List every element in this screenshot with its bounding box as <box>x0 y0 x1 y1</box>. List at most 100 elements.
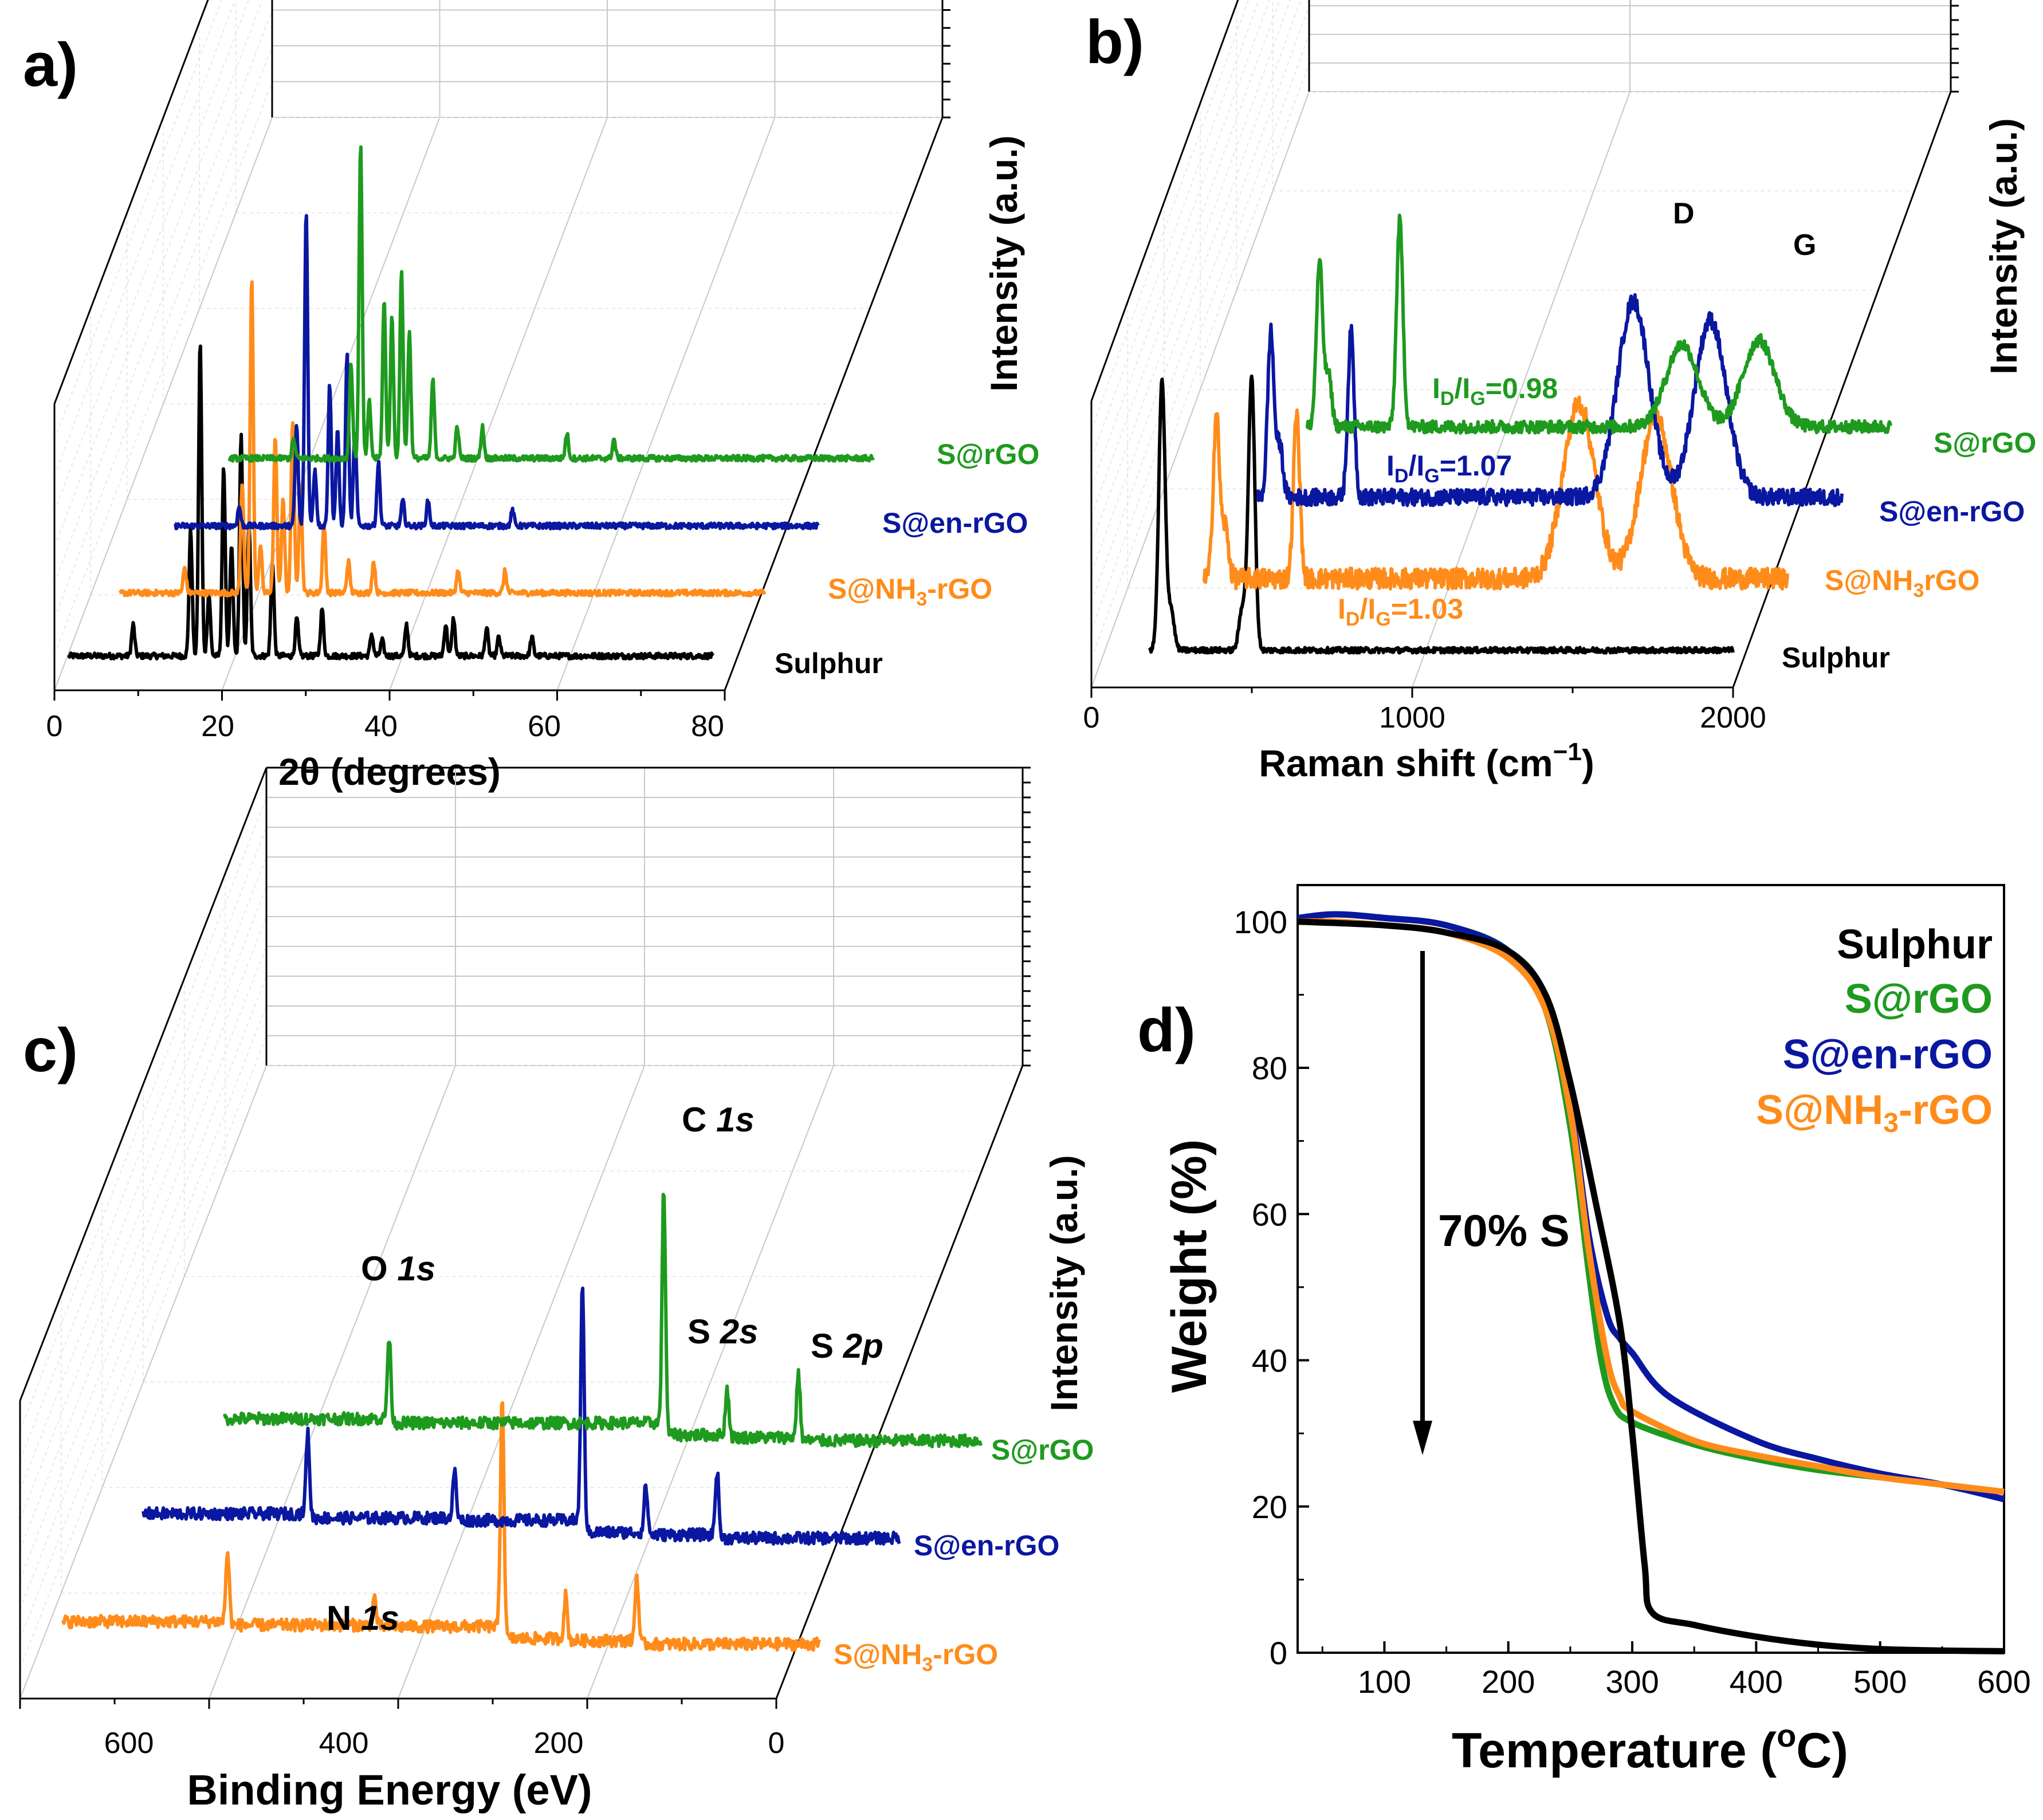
panel-b: b) 0 1000 2000 Raman shift (cm−1) Intens… <box>1083 0 2036 784</box>
a-label-senrgo: S@en-rGO <box>882 507 1028 539</box>
a-trace-snh3rgo <box>119 280 767 598</box>
c-annot-o1s: O 1s <box>361 1249 435 1288</box>
a-xtick-0: 0 <box>46 710 63 743</box>
d-legend-srgo: S@rGO <box>1845 976 1993 1022</box>
d-ytick-label: 20 <box>1252 1489 1287 1525</box>
panel-c: c) 600 400 200 0 Binding Energy (eV) Int… <box>19 766 1094 1814</box>
c-annot-s2s: S 2s <box>687 1312 758 1351</box>
b-xtick-1000: 1000 <box>1379 701 1445 734</box>
c-label-senrgo: S@en-rGO <box>914 1530 1059 1562</box>
b-xlabel: Raman shift (cm−1) <box>1259 738 1594 784</box>
panel-d-traces <box>1297 911 2005 1654</box>
side-grid <box>54 0 249 512</box>
b-label-snh3rgo: S@NH3rGO <box>1825 564 1980 602</box>
panel-c-traces <box>61 1193 983 1652</box>
panel-d: d) 100 200 300 400 500 600 0 20 40 60 80 100 Temper… <box>1137 884 2031 1778</box>
b-xtick-2000: 2000 <box>1700 701 1766 734</box>
side-grid <box>19 827 267 1461</box>
d-legend-snh3rgo: S@NH3-rGO <box>1756 1087 1993 1138</box>
panel-c-letter: c) <box>23 1015 78 1084</box>
d-xtick-label: 500 <box>1853 1664 1907 1700</box>
d-plot-frame <box>1296 884 2005 1654</box>
c-label-srgo: S@rGO <box>991 1434 1094 1466</box>
panel-a-letter: a) <box>23 30 78 99</box>
c-annot-s2p: S 2p <box>811 1327 883 1365</box>
d-arrow <box>1413 951 1432 1455</box>
d-trace-senrgo <box>1297 911 2005 1503</box>
a-xtick-40: 40 <box>364 710 398 743</box>
side-grid <box>19 916 267 1550</box>
c-xlabel: Binding Energy (eV) <box>187 1766 592 1814</box>
frame-edge <box>775 1065 1024 1699</box>
side-grid <box>54 10 273 583</box>
a-xlabel: 2θ (degrees) <box>278 750 501 793</box>
b-series-labels: Sulphur S@NH3rGO S@en-rGO S@rGO <box>1782 427 2036 674</box>
b-label-sulphur: Sulphur <box>1782 642 1890 674</box>
d-xtick-label: 200 <box>1482 1664 1535 1700</box>
panel-b-traces <box>1148 213 1892 655</box>
a-xtick-60: 60 <box>528 710 561 743</box>
d-xtick-label: 300 <box>1605 1664 1659 1700</box>
side-grid <box>19 1005 267 1640</box>
frame-edge <box>1090 0 1239 402</box>
c-label-snh3rgo: S@NH3-rGO <box>834 1638 998 1676</box>
c-xtick-600: 600 <box>104 1727 154 1760</box>
c-xtick-200: 200 <box>534 1727 584 1760</box>
a-label-srgo: S@rGO <box>937 438 1039 470</box>
b-ratio-senrgo: ID/IG=1.07 <box>1386 450 1512 487</box>
d-ytick-label: 60 <box>1252 1196 1287 1232</box>
panel-b-x-ticks: 0 1000 2000 <box>1083 701 1766 734</box>
side-grid <box>1091 0 1302 573</box>
b-annot-G: G <box>1793 229 1816 262</box>
d-xtick-label: 600 <box>1977 1664 2030 1700</box>
panel-b-letter: b) <box>1086 7 1144 76</box>
c-trace-srgo <box>223 1193 983 1449</box>
a-label-sulphur: Sulphur <box>775 647 883 679</box>
b-trace-sulphur <box>1148 374 1735 655</box>
a-trace-senrgo <box>174 214 820 530</box>
d-trace-sulphur <box>1297 918 2005 1654</box>
d-legend-senrgo: S@en-rGO <box>1783 1032 1993 1078</box>
d-ylabel: Weight (%) <box>1162 1139 1217 1393</box>
panel-c-3d-frame <box>19 766 1031 1709</box>
frame-edge <box>53 0 209 404</box>
d-ytick-label: 80 <box>1252 1050 1287 1086</box>
frame-edge <box>724 117 944 691</box>
b-annot-D: D <box>1673 197 1695 230</box>
a-label-snh3rgo: S@NH3-rGO <box>828 573 992 610</box>
panel-d-ticks: 100 200 300 400 500 600 0 20 40 60 80 100 <box>1234 904 2031 1700</box>
panel-a: a) 0 20 40 60 80 2θ (degrees) Intensity … <box>23 0 1039 793</box>
panel-d-letter: d) <box>1137 995 1196 1064</box>
b-ratio-snh3rgo: ID/IG=1.03 <box>1338 593 1463 630</box>
b-label-senrgo: S@en-rGO <box>1879 496 2025 528</box>
d-xlabel: Temperature (oC) <box>1452 1717 1848 1778</box>
a-xtick-80: 80 <box>691 710 724 743</box>
d-xtick-label: 100 <box>1358 1664 1411 1700</box>
frame-edge <box>19 767 268 1401</box>
c-annot-c1s: C 1s <box>682 1100 755 1139</box>
a-xtick-20: 20 <box>201 710 234 743</box>
floor-grid <box>389 117 608 691</box>
d-legend: Sulphur S@rGO S@en-rGO S@NH3-rGO <box>1756 922 1993 1138</box>
d-annot-70s: 70% S <box>1438 1205 1570 1256</box>
c-xtick-0: 0 <box>768 1727 785 1760</box>
b-ylabel: Intensity (a.u.) <box>1982 118 2025 374</box>
d-ytick-label: 100 <box>1234 904 1287 940</box>
a-trace-srgo <box>227 145 875 463</box>
panel-c-x-ticks: 600 400 200 0 <box>104 1727 785 1760</box>
panel-b-3d-frame <box>1090 0 1959 698</box>
b-ratio-srgo: ID/IG=0.98 <box>1432 372 1558 410</box>
d-arrow-head <box>1413 1421 1432 1455</box>
panel-a-traces <box>67 145 875 661</box>
c-trace-senrgo <box>142 1286 901 1546</box>
c-trace-snh3rgo <box>61 1401 821 1652</box>
a-series-labels: Sulphur S@NH3-rGO S@en-rGO S@rGO <box>775 438 1039 679</box>
c-xtick-400: 400 <box>319 1727 369 1760</box>
c-annot-n1s: N 1s <box>327 1599 399 1637</box>
side-grid <box>54 0 263 548</box>
b-trace-senrgo <box>1256 293 1844 508</box>
d-legend-sulphur: Sulphur <box>1837 922 1993 968</box>
b-trace-snh3rgo <box>1202 395 1789 591</box>
c-ylabel: Intensity (a.u.) <box>1043 1155 1085 1411</box>
